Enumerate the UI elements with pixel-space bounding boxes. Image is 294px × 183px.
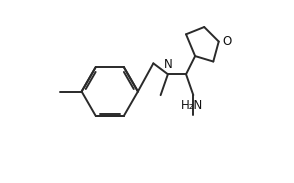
Text: O: O (223, 35, 232, 48)
Text: N: N (163, 58, 172, 71)
Text: H₂N: H₂N (181, 99, 203, 112)
